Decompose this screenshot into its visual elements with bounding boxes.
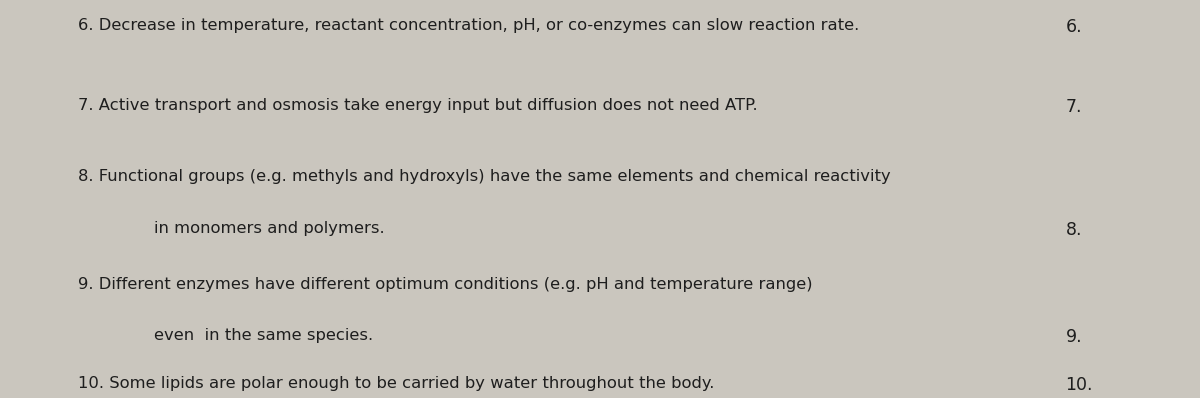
Text: 10. Some lipids are polar enough to be carried by water throughout the body.: 10. Some lipids are polar enough to be c… — [78, 376, 714, 391]
Text: even  in the same species.: even in the same species. — [154, 328, 373, 343]
Text: 7.: 7. — [1066, 98, 1082, 115]
Text: 8.: 8. — [1066, 221, 1082, 239]
Text: 6.: 6. — [1066, 18, 1082, 36]
Text: 9. Different enzymes have different optimum conditions (e.g. pH and temperature : 9. Different enzymes have different opti… — [78, 277, 812, 292]
Text: in monomers and polymers.: in monomers and polymers. — [154, 221, 384, 236]
Text: 6. Decrease in temperature, reactant concentration, pH, or co-enzymes can slow r: 6. Decrease in temperature, reactant con… — [78, 18, 859, 33]
Text: 8. Functional groups (e.g. methyls and hydroxyls) have the same elements and che: 8. Functional groups (e.g. methyls and h… — [78, 169, 890, 184]
Text: 10.: 10. — [1066, 376, 1093, 394]
Text: 9.: 9. — [1066, 328, 1082, 346]
Text: 7. Active transport and osmosis take energy input but diffusion does not need AT: 7. Active transport and osmosis take ene… — [78, 98, 757, 113]
